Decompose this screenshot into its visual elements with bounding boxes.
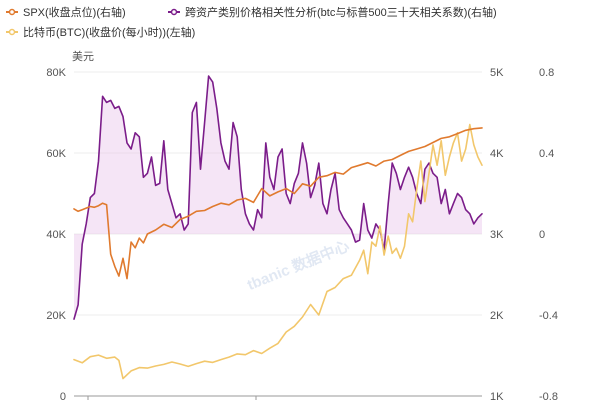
unit-label: 美元 [72,50,94,63]
middle-tick-label: 1K [490,391,504,400]
legend-label: SPX(收盘点位)(右轴) [23,5,126,19]
right-tick-label: 0 [539,229,545,241]
middle-tick-label: 4K [490,148,504,160]
series-layer [73,75,483,380]
legend-label: 跨资产类别价格相关性分析(btc与标普500三十天相关系数)(右轴) [185,5,497,19]
series-line-spx[interactable] [73,127,483,280]
middle-tick-label: 5K [490,67,504,79]
left-tick-label: 60K [46,148,66,160]
right-tick-label: -0.8 [539,391,558,400]
legend-item-spx[interactable]: SPX(收盘点位)(右轴) [6,5,126,19]
legend-item-btc[interactable]: 比特币(BTC)(收盘价(每小时))(左轴) [6,25,195,39]
legend: SPX(收盘点位)(右轴) 跨资产类别价格相关性分析(btc与标普500三十天相关… [6,5,497,39]
series-line-corr[interactable] [73,75,483,320]
right-axis-ticks: -0.8 -0.4 0 0.4 0.8 [539,67,558,400]
legend-swatch-dot [8,28,16,36]
legend-item-corr[interactable]: 跨资产类别价格相关性分析(btc与标普500三十天相关系数)(右轴) [168,5,497,19]
right-tick-label: 0.4 [539,148,554,160]
middle-axis-ticks: 1K 2K 3K 4K 5K [490,67,504,400]
correlation-fill [74,76,482,320]
right-tick-label: -0.4 [539,310,558,322]
right-tick-label: 0.8 [539,67,554,79]
legend-label: 比特币(BTC)(收盘价(每小时))(左轴) [23,25,195,39]
left-axis-ticks: 0 20K 40K 60K 80K [46,67,66,400]
left-tick-label: 40K [46,229,66,241]
watermark: tbanic 数据中心 [245,237,352,294]
left-tick-label: 0 [60,391,66,400]
legend-swatch-dot [170,8,178,16]
left-tick-label: 20K [46,310,66,322]
correlation-area [74,76,482,320]
middle-tick-label: 2K [490,310,504,322]
left-tick-label: 80K [46,67,66,79]
series-line-btc[interactable] [73,123,483,380]
grid [74,71,482,400]
legend-swatch-dot [8,8,16,16]
middle-tick-label: 3K [490,229,504,241]
